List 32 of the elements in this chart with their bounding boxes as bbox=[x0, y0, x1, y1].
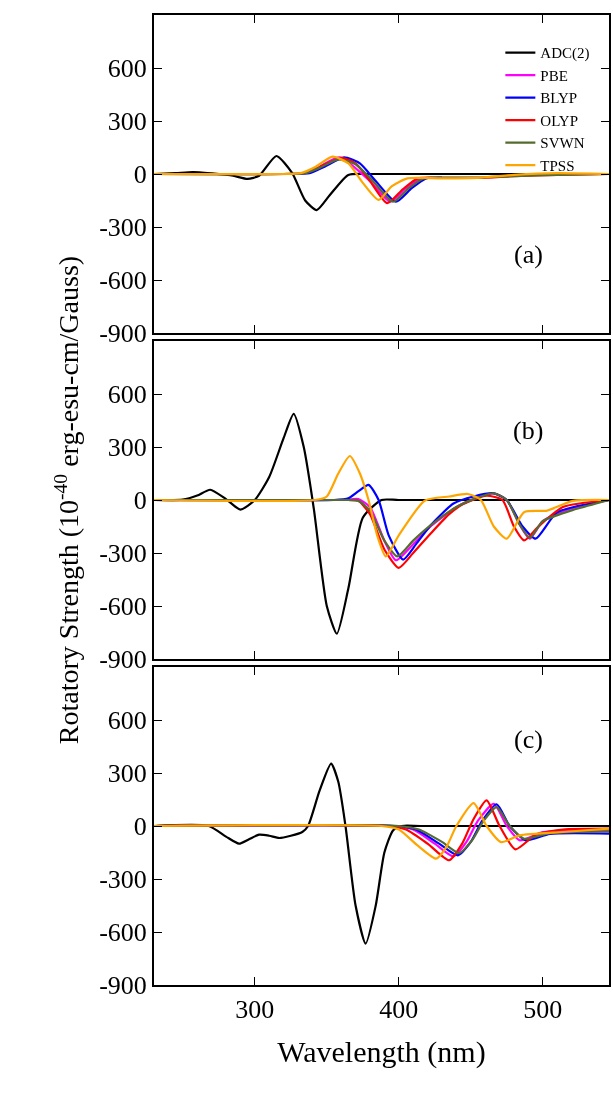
y-tick-label: -600 bbox=[99, 266, 147, 296]
annotation: (a) bbox=[514, 240, 543, 269]
y-tick-label: -300 bbox=[99, 213, 147, 243]
y-tick-label: 600 bbox=[107, 54, 147, 84]
y-tick-label: 0 bbox=[133, 486, 147, 516]
y-tick-label: -900 bbox=[99, 971, 147, 1001]
y-tick-label: -300 bbox=[99, 539, 147, 569]
y-tick-label: -900 bbox=[99, 319, 147, 349]
legend-label: ADC(2) bbox=[540, 45, 590, 63]
legend-label: PBE bbox=[540, 67, 568, 84]
x-tick-label: 500 bbox=[523, 995, 563, 1025]
y-tick-label: 300 bbox=[107, 759, 147, 789]
legend-label: SVWN bbox=[540, 135, 585, 152]
line-series bbox=[318, 156, 422, 203]
y-tick-label: -900 bbox=[99, 645, 147, 675]
y-tick-label: 300 bbox=[107, 107, 147, 137]
x-tick-label: 300 bbox=[235, 995, 275, 1025]
y-tick-label: 0 bbox=[133, 160, 147, 190]
legend-label: TPSS bbox=[540, 157, 575, 174]
y-tick-label: 600 bbox=[107, 706, 147, 736]
y-tick-label: -300 bbox=[99, 865, 147, 895]
legend-label: BLYP bbox=[540, 90, 578, 107]
y-tick-label: -600 bbox=[99, 918, 147, 948]
x-axis-title: Wavelength (nm) bbox=[277, 1035, 486, 1070]
annotation: (c) bbox=[514, 725, 543, 754]
annotation: (b) bbox=[513, 416, 544, 445]
x-tick-label: 400 bbox=[379, 995, 419, 1025]
y-tick-label: 600 bbox=[107, 380, 147, 410]
y-tick-label: 0 bbox=[133, 812, 147, 842]
y-tick-label: 300 bbox=[107, 433, 147, 463]
legend-label: OLYP bbox=[540, 112, 579, 129]
y-tick-label: -600 bbox=[99, 592, 147, 622]
